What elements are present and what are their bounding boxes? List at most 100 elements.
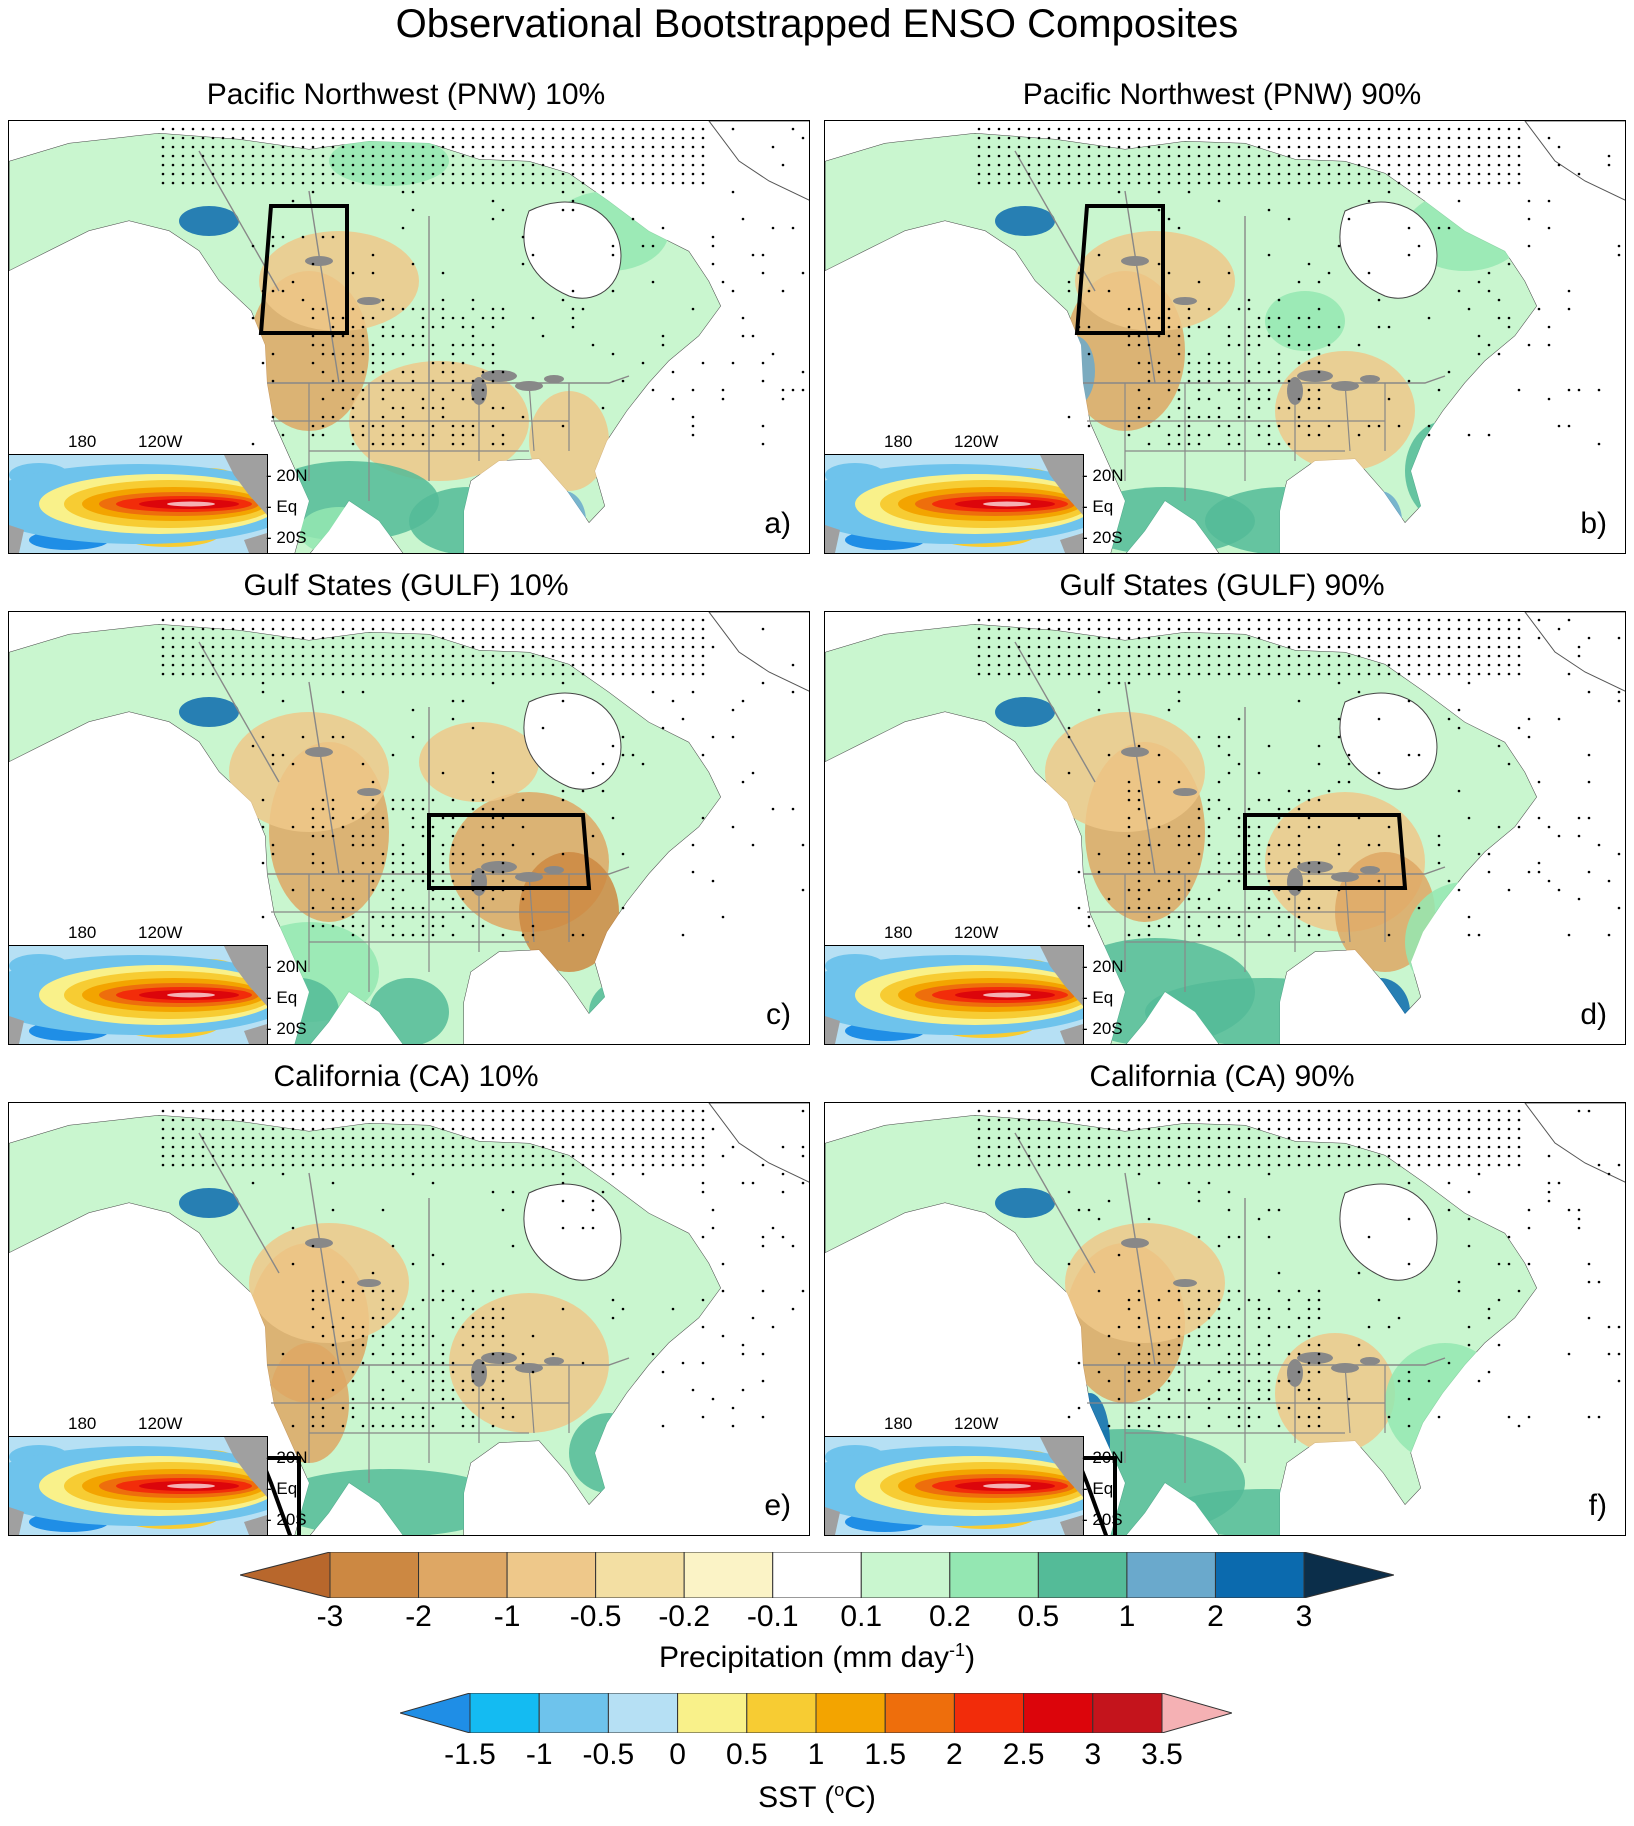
state-borders [1087,382,1386,501]
colorbar-segment [772,1552,862,1598]
lake [357,297,381,305]
inset-lat-label: - Eq [266,988,298,1007]
panel-letter: f) [1588,1489,1607,1522]
region-box-pnw [258,204,349,335]
panel-f-title: California (CA) 90% [1089,1060,1355,1093]
lake [1173,297,1197,305]
sst-inset [825,945,1084,1044]
lake [1173,788,1197,796]
panel-letter: a) [764,507,791,540]
hudson-bay [1339,201,1438,299]
lake [481,370,517,382]
panel-letter: b) [1580,507,1607,540]
inset-lat-label: - 20S [1082,528,1123,547]
precip-anomaly-patch [1075,231,1235,331]
inset-lat-label: - 20S [266,528,307,547]
sst-inset [9,454,268,553]
inset-lat-label: - Eq [1082,1479,1114,1498]
lake [481,861,517,873]
lake [1297,861,1333,873]
lake [1360,375,1380,383]
colorbar-tick-label: 0.5 [725,1738,768,1771]
colorbar-tick-label: 2.5 [1002,1738,1045,1771]
lake [305,1238,333,1248]
colorbar-segment [815,1693,886,1733]
precip-anomaly-patch [179,697,239,727]
state-borders [1087,873,1386,992]
lake [515,1363,543,1373]
inset-lon-label: 120W [954,1414,999,1433]
inset-lon-label: 180 [884,923,913,942]
colorbar-segment [329,1552,420,1598]
precip-anomaly-patch [1275,351,1415,471]
lake [357,788,381,796]
lake [544,1357,564,1365]
colorbar-tick-label: -1.5 [444,1738,496,1771]
colorbar-segment [418,1552,508,1598]
precip-anomaly-patch [259,231,419,331]
significance-stipple [161,1109,805,1428]
inset-lat-label: - Eq [1082,988,1114,1007]
ocean-mask [9,1103,809,1535]
colorbar-segment [595,1552,685,1598]
country-borders [198,150,630,384]
precip-map [825,612,1625,1044]
inset-lat-label: - 20N [266,1448,308,1467]
inset-lat-label: - 20N [1082,466,1124,485]
precip-anomaly-patch [179,1188,239,1218]
colorbar-segment [949,1552,1039,1598]
precip-anomaly-patch [329,136,449,186]
hudson-bay [1339,692,1438,790]
panel-d-title: Gulf States (GULF) 90% [1059,569,1385,602]
map-panel-e: e) [8,1102,810,1536]
colorbar-tick-label: -2 [405,1600,432,1633]
inset-lon-label: 120W [954,923,999,942]
inset-lon-label: 180 [68,1414,97,1433]
hudson-bay [523,1183,622,1281]
sst-inset [825,1436,1084,1535]
country-borders [1014,1132,1446,1366]
precip-anomaly-patch [229,712,389,832]
lake [1121,747,1149,757]
colorbar-tick-label: 0.5 [1017,1600,1060,1633]
country-borders [198,1132,630,1366]
colorbar-tick-label: -0.2 [658,1600,711,1633]
inset-lon-label: 120W [138,923,183,942]
significance-stipple [161,618,805,937]
colorbar-segment [677,1693,748,1733]
precip-anomaly-patch [419,722,539,802]
panel-c-title: Gulf States (GULF) 10% [243,569,569,602]
region-box-pnw [1074,204,1165,335]
sst-colorbar [400,1693,1232,1733]
colorbar-tick-label: -0.5 [582,1738,635,1771]
country-borders [1014,150,1446,384]
inset-lon-label: 180 [884,1414,913,1433]
map-panel-c: c) [8,611,810,1045]
precip-map [9,121,809,553]
precip-anomaly-patch [1045,712,1205,832]
lake [1331,872,1359,882]
lake [305,256,333,266]
ocean-mask [9,612,809,1044]
colorbar-segment [860,1552,951,1598]
inset-lon-label: 120W [954,432,999,451]
precip-anomaly-patch [995,697,1055,727]
inset-lat-label: - 20S [266,1510,307,1529]
colorbar-tick-label: -1 [525,1738,553,1771]
colorbar-left-arrow [240,1552,331,1598]
precip-anomaly-patch [1265,291,1345,351]
lake [471,1359,487,1387]
colorbar-right-arrow [1303,1552,1394,1598]
panel-a-title: Pacific Northwest (PNW) 10% [206,78,606,111]
map-panel-a: a) [8,120,810,554]
significance-stipple [977,127,1621,446]
lake [481,1352,517,1364]
figure-title: Observational Bootstrapped ENSO Composit… [395,2,1239,46]
colorbar-segment [884,1693,955,1733]
inset-lon-label: 180 [68,432,97,451]
colorbar-segment [1092,1693,1163,1733]
significance-stipple [161,127,805,446]
state-borders [271,873,570,992]
sst-colorbar-label: SST (oC) [758,1780,876,1814]
ocean-mask [9,121,809,553]
